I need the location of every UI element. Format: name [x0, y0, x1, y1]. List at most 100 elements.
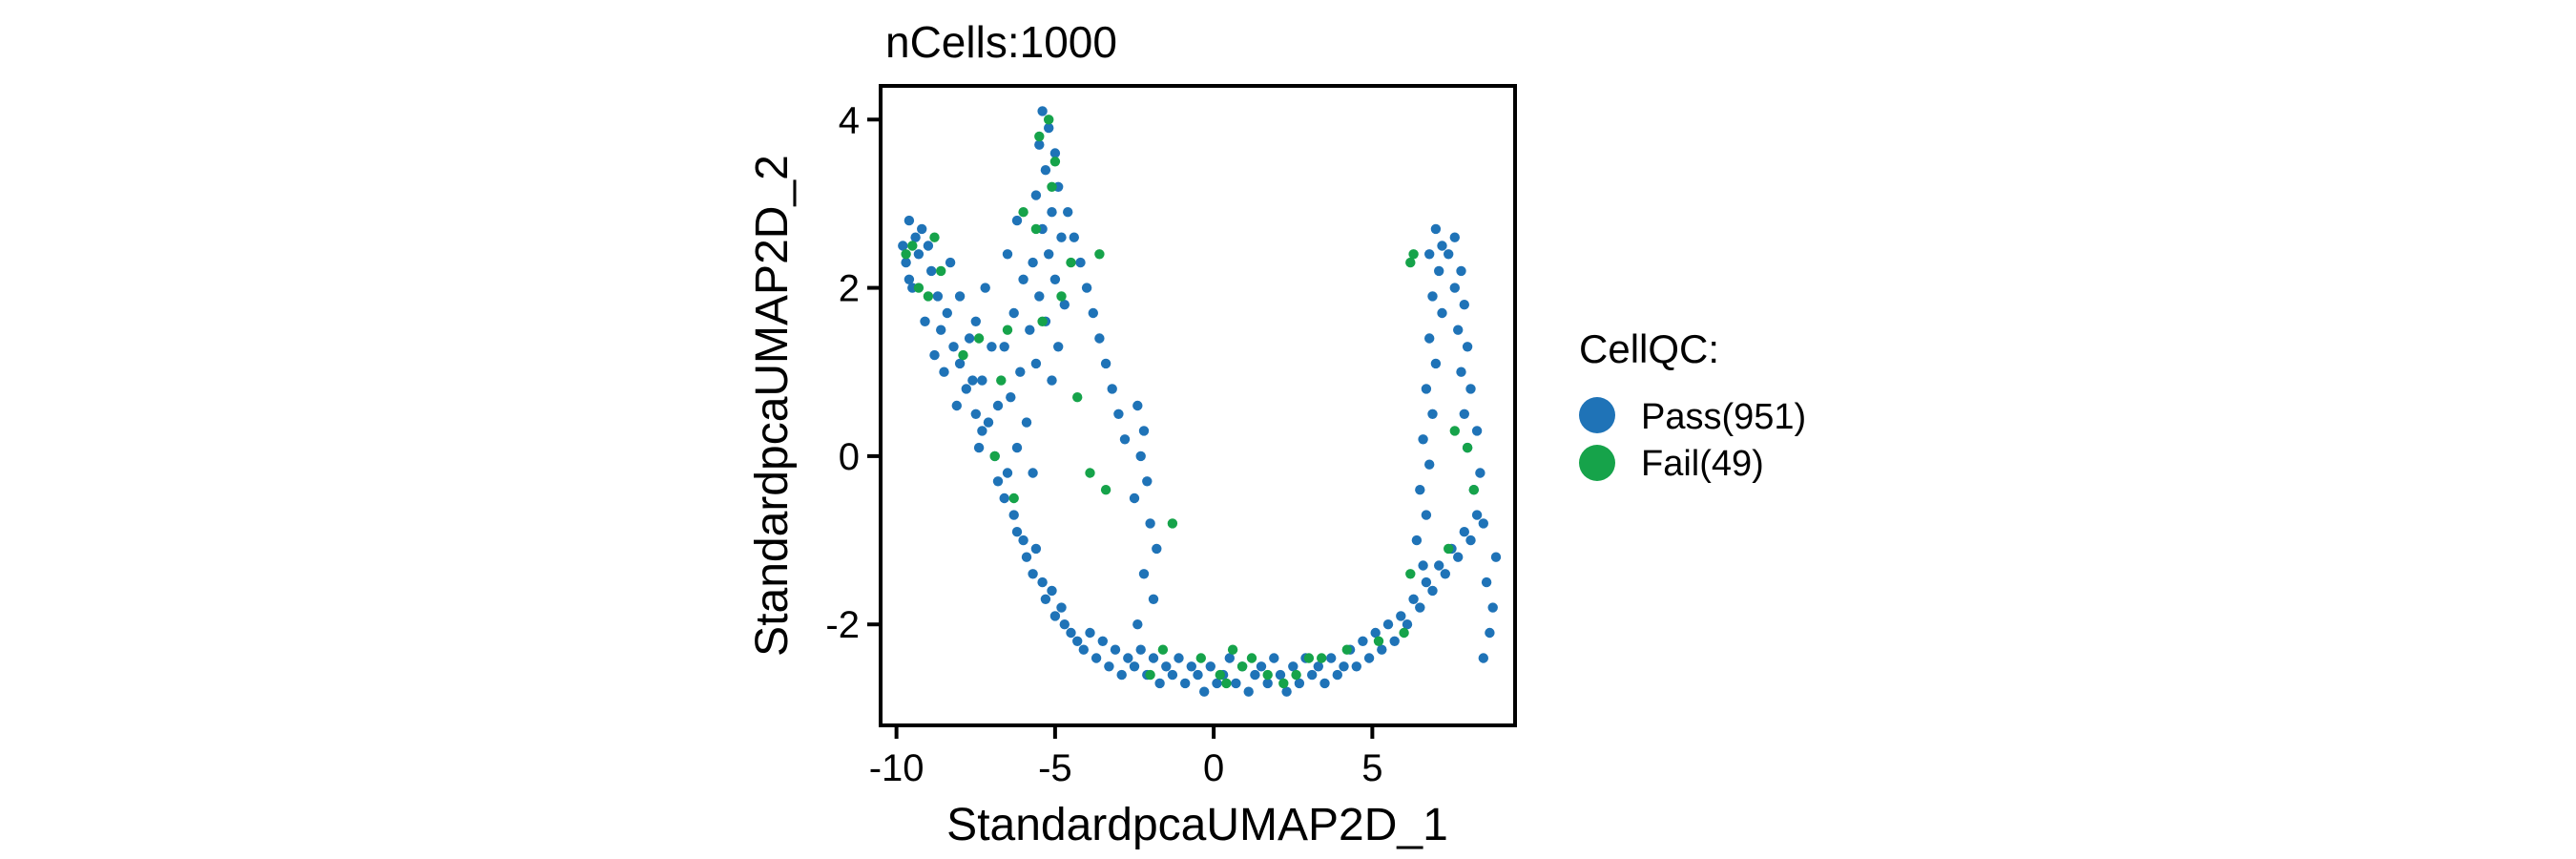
- pass-cell-point: [964, 333, 975, 344]
- fail-cell-point: [1408, 249, 1419, 260]
- pass-cell-point: [1088, 307, 1099, 319]
- pass-cell-point: [1028, 468, 1038, 478]
- fail-cell-point: [1002, 325, 1013, 335]
- legend-pass-swatch: [1579, 397, 1615, 433]
- pass-cell-point: [1358, 636, 1368, 646]
- pass-cell-point: [1011, 527, 1023, 537]
- pass-cell-point: [1040, 165, 1051, 176]
- pass-cell-point: [970, 316, 981, 326]
- fail-cell-point: [1157, 644, 1169, 655]
- pass-cell-point: [1116, 669, 1127, 681]
- pass-cell-point: [1059, 300, 1070, 310]
- fail-cell-point: [1236, 661, 1248, 672]
- pass-cell-point: [1047, 375, 1057, 386]
- pass-cell-point: [1471, 510, 1483, 520]
- pass-cell-point: [1081, 283, 1092, 293]
- fail-cell-point: [1341, 644, 1353, 655]
- fail-cell-point: [1399, 627, 1409, 639]
- pass-cell-point: [901, 257, 911, 268]
- pass-cell-point: [1411, 534, 1423, 546]
- pass-cell-point: [992, 400, 1004, 411]
- pass-cell-point: [1490, 552, 1502, 562]
- pass-cell-point: [1161, 661, 1172, 672]
- pass-cell-point: [954, 291, 966, 302]
- pass-cell-point: [977, 375, 987, 386]
- pass-cell-point: [1396, 611, 1406, 621]
- chart-title: nCells:1000: [885, 17, 1117, 67]
- pass-cell-point: [980, 283, 990, 293]
- fail-cell-point: [1291, 669, 1301, 681]
- pass-cell-point: [1453, 552, 1464, 562]
- pass-cell-point: [1449, 283, 1461, 293]
- pass-cell-point: [1478, 653, 1489, 663]
- pass-cell-point: [1028, 569, 1038, 579]
- pass-cell-point: [1110, 644, 1121, 655]
- pass-cell-point: [1449, 232, 1461, 242]
- pass-cell-point: [992, 476, 1004, 487]
- pass-cell-point: [1167, 669, 1178, 681]
- pass-cell-point: [1262, 678, 1273, 689]
- pass-cell-point: [1049, 611, 1061, 621]
- x-tick-label: -5: [1038, 747, 1072, 789]
- pass-cell-point: [1119, 434, 1131, 445]
- pass-cell-point: [1421, 384, 1432, 394]
- y-tick-label: 4: [839, 99, 860, 141]
- pass-cell-point: [1427, 291, 1438, 302]
- pass-cell-point: [1377, 644, 1387, 655]
- fail-cell-point: [1085, 468, 1095, 478]
- pass-cell-point: [1471, 426, 1483, 436]
- pass-cell-point: [1078, 644, 1090, 655]
- pass-cell-point: [1044, 249, 1054, 260]
- pass-cell-point: [1382, 619, 1394, 630]
- pass-cell-point: [1275, 669, 1286, 681]
- pass-cell-point: [1075, 257, 1086, 268]
- pass-cell-point: [1459, 409, 1470, 419]
- pass-cell-point: [1424, 249, 1435, 260]
- pass-cell-point: [1037, 576, 1048, 588]
- pass-cell-point: [1430, 223, 1442, 235]
- pass-cell-point: [1129, 661, 1140, 672]
- pass-cell-point: [1475, 468, 1485, 478]
- fail-cell-point: [973, 333, 985, 344]
- fail-cell-point: [996, 375, 1007, 386]
- fail-cell-point: [1227, 644, 1238, 655]
- y-axis-label: StandardpcaUMAP2D_2: [747, 155, 798, 657]
- pass-cell-point: [1487, 602, 1498, 613]
- fail-cell-point: [1145, 669, 1155, 681]
- pass-cell-point: [948, 342, 959, 352]
- pass-cell-point: [1091, 653, 1102, 663]
- fail-cell-point: [936, 265, 946, 277]
- pass-cell-point: [1363, 653, 1375, 663]
- pass-cell-point: [1415, 602, 1425, 613]
- y-tick-label: 0: [839, 436, 860, 478]
- pass-cell-point: [1421, 576, 1432, 588]
- pass-cell-point: [1072, 636, 1083, 646]
- pass-cell-point: [1047, 585, 1057, 597]
- pass-cell-point: [1389, 636, 1400, 646]
- pass-cell-point: [1430, 358, 1442, 369]
- fail-cell-point: [907, 241, 918, 251]
- x-axis: -10 -5 0 5: [869, 725, 1383, 789]
- pass-cell-point: [1069, 232, 1080, 242]
- pass-cell-point: [1465, 384, 1476, 394]
- fail-cell-point: [1449, 426, 1461, 436]
- fail-cell-point: [1303, 653, 1315, 663]
- pass-cell-point: [983, 417, 994, 428]
- fail-cell-point: [1317, 653, 1327, 663]
- pass-cell-point: [1030, 543, 1042, 555]
- pass-cell-point: [1339, 661, 1349, 672]
- pass-cell-point: [1453, 325, 1464, 335]
- pass-cell-point: [1018, 274, 1028, 284]
- pass-cell-point: [1021, 552, 1032, 562]
- pass-cell-point: [1485, 627, 1495, 639]
- pass-cell-point: [1015, 367, 1026, 377]
- pass-cell-point: [936, 325, 946, 335]
- pass-cell-point: [910, 232, 921, 242]
- pass-cell-point: [961, 384, 971, 394]
- pass-cell-point: [1011, 442, 1023, 453]
- pass-cell-point: [1154, 678, 1165, 689]
- pass-cell-point: [1437, 307, 1447, 319]
- pass-cell-point: [973, 442, 985, 453]
- pass-cell-point: [1011, 215, 1023, 226]
